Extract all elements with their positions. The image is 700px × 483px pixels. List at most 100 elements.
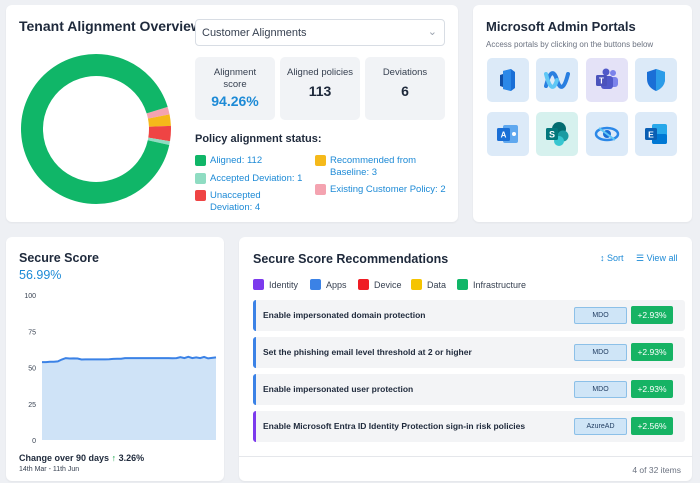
recommendation-row[interactable]: Set the phishing email level threshold a…: [253, 337, 685, 368]
legend-label: Existing Customer Policy: 2: [330, 184, 446, 195]
intune-icon: [594, 126, 620, 142]
legend-swatch: [315, 155, 326, 166]
y-tick-label: 25: [28, 402, 36, 409]
legend-unaccepted-deviation[interactable]: Unaccepted Deviation: 4: [195, 190, 305, 214]
legend-label: Aligned: 112: [210, 155, 263, 166]
category-swatch: [310, 279, 321, 290]
recommendation-name: Enable impersonated user protection: [263, 384, 414, 394]
portal-button-sharepoint[interactable]: S: [536, 112, 578, 156]
legend-label: Unaccepted Deviation: 4: [210, 190, 261, 213]
portal-button-entra[interactable]: [536, 58, 578, 102]
category-label: Infrastructure: [473, 280, 527, 290]
svg-text:E: E: [648, 130, 654, 140]
recommendation-gain: +2.56%: [631, 417, 673, 435]
portal-button-azure-ad[interactable]: A: [487, 112, 529, 156]
entra-icon: [544, 71, 570, 89]
divider: [239, 456, 692, 457]
donut-segment-existing: [146, 106, 170, 119]
admin-portals-subtitle: Access portals by clicking on the button…: [486, 40, 654, 49]
recommendation-tag: MDO: [574, 307, 627, 324]
portal-button-teams[interactable]: T: [586, 58, 628, 102]
dropdown-selected-value: Customer Alignments: [202, 27, 307, 39]
category-identity: Identity: [253, 279, 298, 291]
y-tick-label: 50: [28, 366, 36, 373]
recommendation-name: Set the phishing email level threshold a…: [263, 347, 472, 357]
svg-text:A: A: [501, 131, 507, 140]
legend-swatch: [195, 155, 206, 166]
recommendation-tag: AzureAD: [574, 418, 627, 435]
legend-existing-customer-policy[interactable]: Existing Customer Policy: 2: [315, 184, 450, 196]
score-series-line: [42, 355, 217, 364]
alignment-donut-chart: [21, 54, 171, 204]
sort-button[interactable]: ↕ Sort: [600, 253, 624, 263]
svg-text:T: T: [599, 77, 604, 86]
category-swatch: [253, 279, 264, 290]
portal-button-intune[interactable]: [586, 112, 628, 156]
tenant-alignment-title: Tenant Alignment Overview: [19, 18, 202, 34]
y-tick-label: 0: [32, 438, 36, 445]
defender-icon: [647, 69, 665, 91]
y-tick-label: 100: [24, 293, 36, 300]
score-area-fill: [42, 356, 216, 440]
recommendation-gain: +2.93%: [631, 380, 673, 398]
list-icon: ☰: [636, 253, 645, 263]
arrow-up-icon: ↑: [111, 453, 117, 463]
recommendation-row[interactable]: Enable impersonated user protection MDO …: [253, 374, 685, 405]
donut-segment-aligned: [21, 54, 170, 204]
recommendation-gain: +2.93%: [631, 343, 673, 361]
legend-accepted-deviation[interactable]: Accepted Deviation: 1: [195, 173, 305, 185]
recommendation-name: Enable impersonated domain protection: [263, 310, 426, 320]
score-change: Change over 90 days ↑ 3.26%: [19, 453, 144, 463]
exchange-icon: E: [645, 124, 667, 144]
deviations-label: Deviations: [382, 67, 428, 78]
azure-ad-icon: A: [497, 125, 518, 143]
admin-portals-title: Microsoft Admin Portals: [486, 19, 636, 34]
legend-swatch: [195, 190, 206, 201]
recommendation-name: Enable Microsoft Entra ID Identity Prote…: [263, 421, 526, 431]
category-label: Data: [427, 280, 447, 290]
alignment-score-label: Alignment score: [213, 67, 257, 90]
portal-button-exchange[interactable]: E: [635, 112, 677, 156]
score-change-value: 3.26%: [118, 453, 145, 463]
category-swatch: [358, 279, 369, 290]
recommendations-card: Secure Score Recommendations ↕ Sort ☰ Vi…: [239, 237, 692, 481]
svg-text:S: S: [549, 130, 555, 140]
legend-swatch: [315, 184, 326, 195]
portal-button-defender[interactable]: [635, 58, 677, 102]
chevron-down-icon: ⌄: [427, 26, 437, 38]
secure-score-card: Secure Score 56.99% 100 75 50 25 0 Change ov…: [6, 237, 224, 481]
items-count: 4 of 32 items: [632, 465, 681, 475]
recommendation-row[interactable]: Enable Microsoft Entra ID Identity Prote…: [253, 411, 685, 442]
category-swatch: [411, 279, 422, 290]
category-swatch: [457, 279, 468, 290]
view-all-button[interactable]: ☰ View all: [636, 253, 677, 264]
score-change-label: Change over 90 days: [19, 453, 110, 463]
sort-icon: ↕: [600, 253, 605, 263]
aligned-policies-value: 113: [308, 83, 332, 99]
policy-status-title: Policy alignment status:: [195, 133, 322, 145]
category-apps: Apps: [310, 279, 347, 291]
category-device: Device: [358, 279, 402, 291]
legend-label: Recommended from Baseline: 3: [330, 155, 417, 178]
legend-label: Accepted Deviation: 1: [210, 173, 303, 184]
admin-portals-card: Microsoft Admin Portals Access portals b…: [473, 5, 692, 222]
legend-aligned[interactable]: Aligned: 112: [195, 155, 305, 167]
deviations-value: 6: [401, 83, 409, 99]
portal-button-microsoft-365[interactable]: [487, 58, 529, 102]
alignment-type-dropdown[interactable]: Customer Alignments ⌄: [195, 19, 445, 46]
sort-label: Sort: [607, 253, 624, 263]
teams-icon: T: [596, 68, 618, 89]
recommendation-row[interactable]: Enable impersonated domain protection MD…: [253, 300, 685, 331]
aligned-policies-label: Aligned policies: [286, 67, 353, 78]
secure-score-chart: 100 75 50 25 0: [24, 293, 217, 445]
legend-swatch: [195, 173, 206, 184]
view-all-label: View all: [646, 253, 678, 263]
legend-recommended-baseline[interactable]: Recommended from Baseline: 3: [315, 155, 450, 179]
recommendation-tag: MDO: [574, 381, 627, 398]
secure-score-value: 56.99%: [19, 268, 62, 282]
recommendation-tag: MDO: [574, 344, 627, 361]
donut-segment-recommended: [147, 114, 171, 127]
category-label: Identity: [269, 280, 299, 290]
category-label: Device: [374, 280, 402, 290]
alignment-score-value: 94.26%: [211, 93, 259, 109]
